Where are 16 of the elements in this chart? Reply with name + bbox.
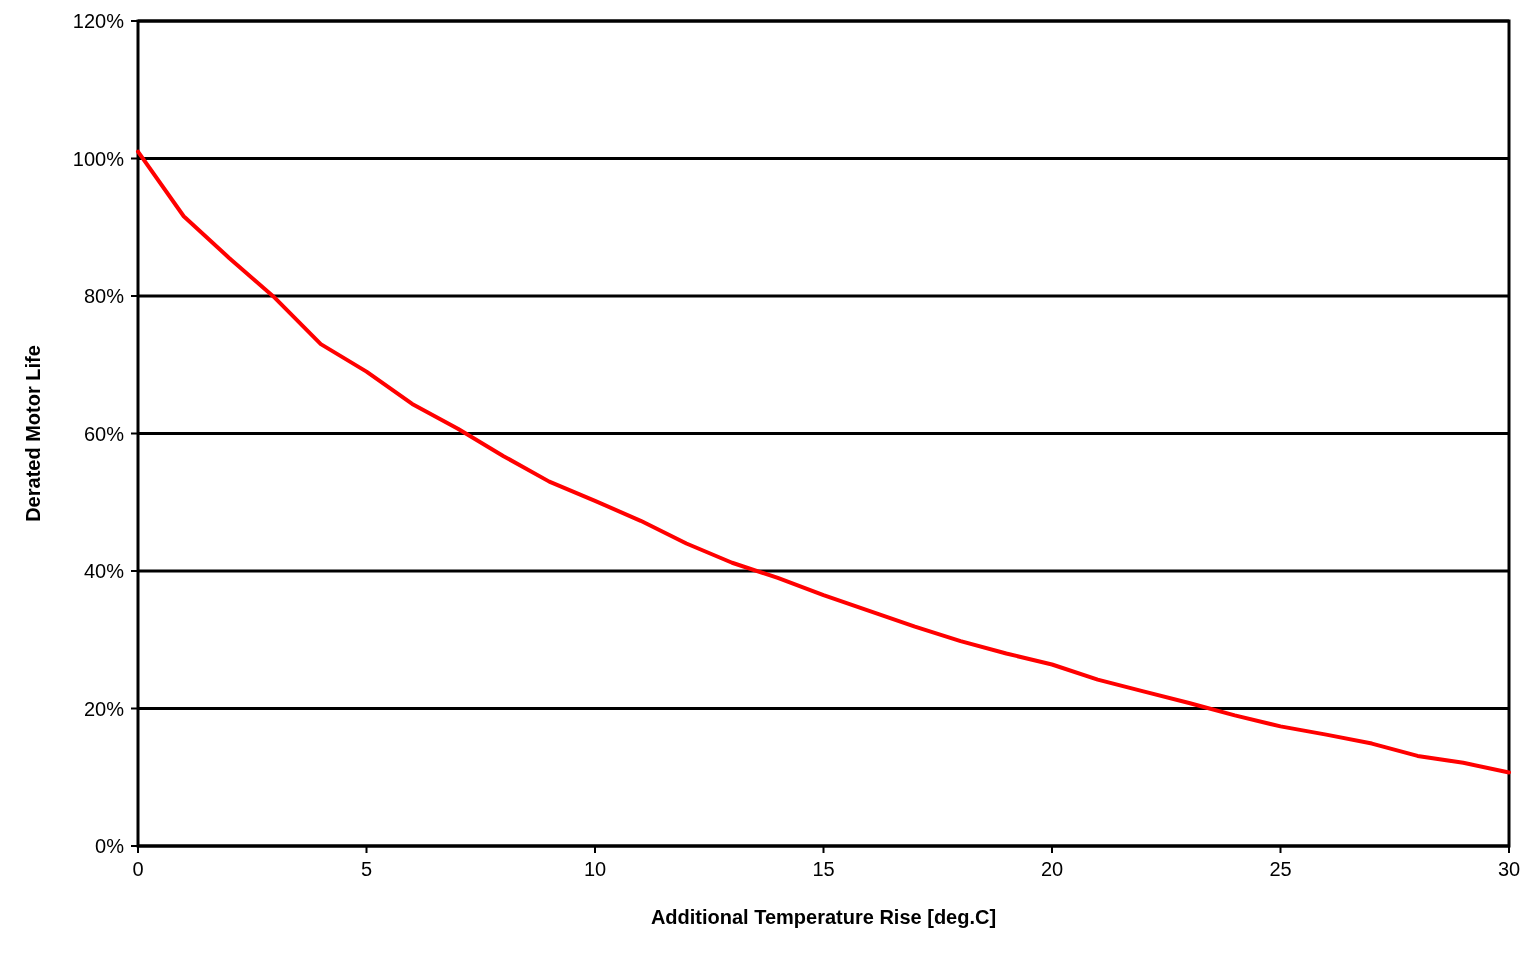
x-tick-label: 20: [1040, 858, 1064, 880]
x-tick-label: 10: [583, 858, 607, 880]
y-tick-label: 60%: [83, 422, 125, 445]
y-tick-label: 0%: [95, 835, 125, 857]
x-tick-label: 5: [360, 858, 373, 880]
x-axis-title: Additional Temperature Rise [deg.C]: [650, 906, 997, 928]
y-tick-label: 100%: [72, 147, 125, 170]
y-tick-label: 40%: [83, 560, 125, 582]
x-tick-label: 30: [1497, 858, 1521, 880]
x-tick-label: 15: [812, 858, 835, 880]
y-axis-title: Derated Motor Life: [22, 345, 44, 522]
x-tick-label: 0: [132, 858, 144, 880]
y-tick-label: 120%: [72, 10, 125, 32]
x-tick-label: 25: [1269, 858, 1292, 880]
y-tick-label: 20%: [83, 697, 125, 720]
y-tick-label: 80%: [83, 285, 125, 307]
